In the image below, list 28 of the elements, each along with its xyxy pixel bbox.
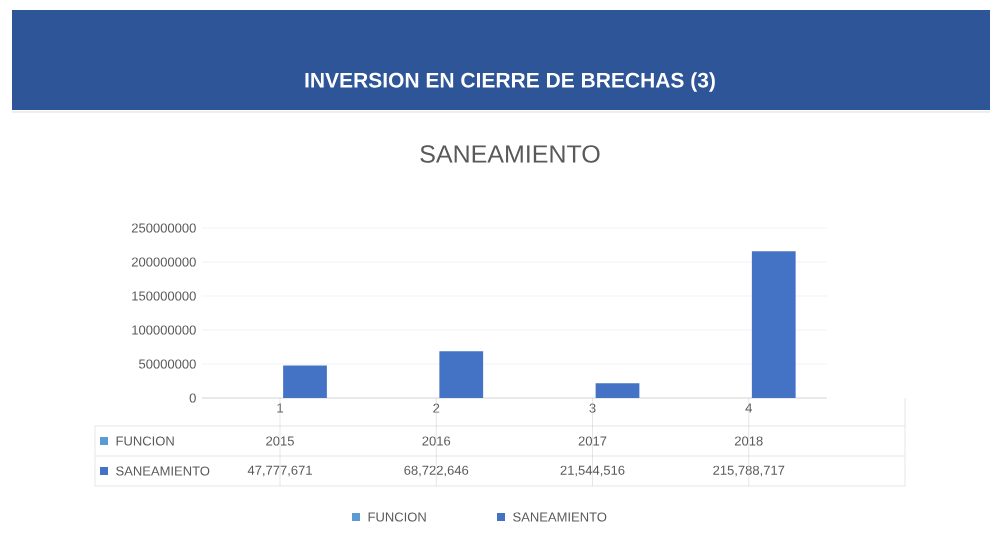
data-label: 2018 — [734, 436, 763, 446]
y-tick-label: 100000000 — [132, 325, 196, 335]
legend-label: SANEAMIENTO — [116, 466, 210, 476]
y-tick-label: 200000000 — [131, 257, 196, 267]
data-label: 2017 — [578, 436, 607, 446]
chart-title: INVERSION EN CIERRE DE BRECHAS (3) — [305, 72, 715, 92]
bar — [751, 251, 796, 398]
bar — [439, 351, 484, 398]
y-tick-label: 250000000 — [131, 223, 196, 233]
legend-label: FUNCION — [116, 436, 174, 446]
x-tick-label: 4 — [745, 403, 752, 413]
x-tick-label: 2 — [433, 403, 440, 413]
bar — [595, 383, 640, 398]
x-tick-label: 3 — [589, 403, 596, 413]
data-label: 21,544,516 — [560, 465, 625, 477]
y-tick-label: 0 — [189, 393, 196, 403]
data-label: 68,722,646 — [404, 465, 469, 477]
text: SANEAMIENTO — [513, 512, 607, 522]
x-tick-label: 1 — [277, 403, 283, 413]
y-tick-label: 150000000 — [132, 291, 196, 301]
data-label: 47,777,671 — [247, 465, 312, 477]
y-tick-label: 50000000 — [139, 359, 196, 369]
text: FUNCION — [368, 512, 426, 522]
chart-subtitle: SANEAMIENTO — [420, 145, 600, 163]
data-label: 215,788,717 — [713, 465, 785, 477]
data-label: 2016 — [422, 436, 451, 446]
data-label: 2015 — [266, 436, 294, 446]
bar — [283, 365, 327, 398]
